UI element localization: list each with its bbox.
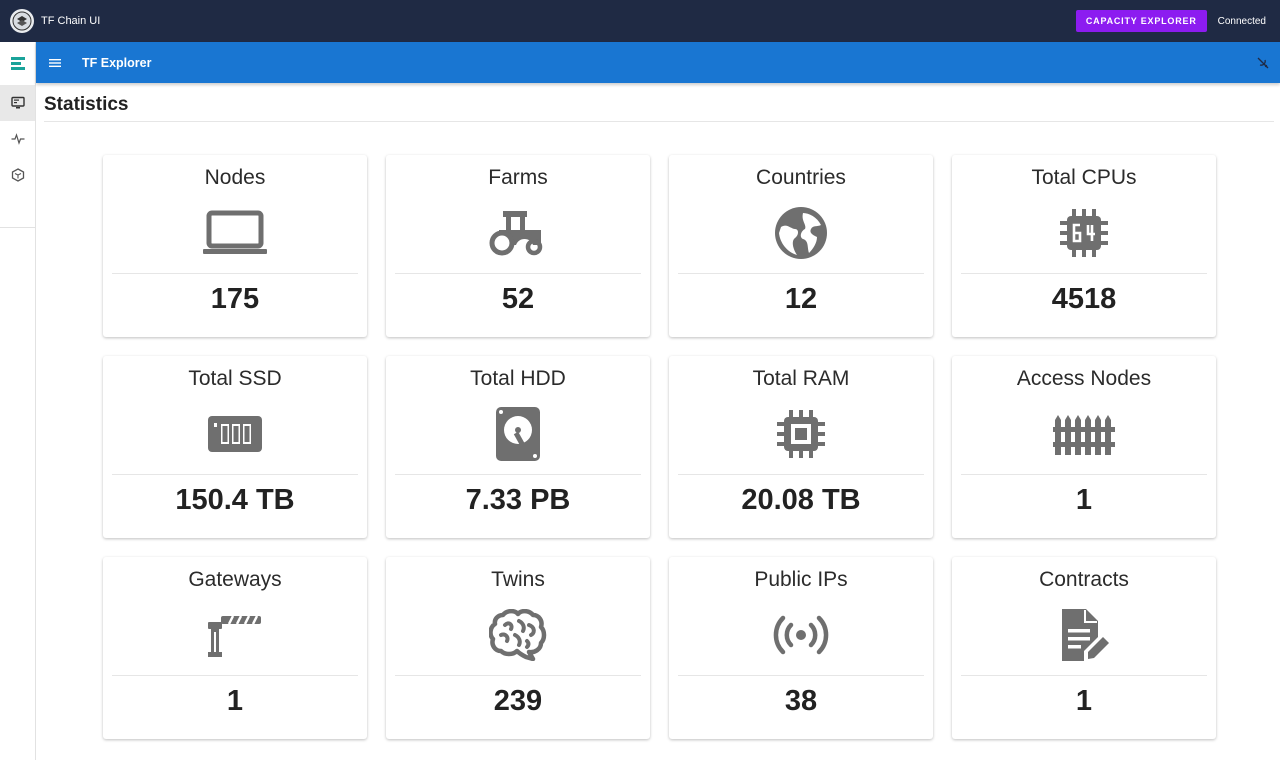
- stat-label: Twins: [491, 568, 545, 591]
- brain-icon: [386, 605, 650, 665]
- rail-divider: [0, 227, 36, 228]
- app-bar-title: TF Explorer: [82, 55, 152, 70]
- stat-card-public-ips: Public IPs 38: [669, 557, 933, 739]
- memory-chip-icon: [669, 404, 933, 464]
- stat-card-total-hdd: Total HDD 7.33 PB: [386, 356, 650, 538]
- stat-card-contracts: Contracts 1: [952, 557, 1216, 739]
- stat-card-farms: Farms 52: [386, 155, 650, 337]
- stat-card-twins: Twins 239: [386, 557, 650, 739]
- stat-value: 20.08 TB: [741, 484, 861, 516]
- stat-label: Total RAM: [752, 367, 850, 390]
- connection-status: Connected: [1217, 15, 1266, 27]
- stat-card-access-nodes: Access Nodes 1: [952, 356, 1216, 538]
- stat-value: 7.33 PB: [465, 484, 571, 516]
- tractor-icon: [386, 203, 650, 263]
- monitor-icon[interactable]: [0, 85, 35, 121]
- stat-label: Public IPs: [754, 568, 848, 591]
- app-bar: TF Explorer: [36, 42, 1280, 83]
- stat-card-total-ram: Total RAM 20.08 TB: [669, 356, 933, 538]
- file-document-edit-icon: [952, 605, 1216, 665]
- app-title: TF Chain UI: [41, 15, 101, 27]
- fence-icon: [952, 404, 1216, 464]
- stat-value: 4518: [1051, 283, 1117, 315]
- broadcast-icon: [669, 605, 933, 665]
- side-rail: [0, 42, 36, 760]
- stat-label: Countries: [756, 166, 846, 189]
- laptop-icon: [103, 203, 367, 263]
- stat-value: 150.4 TB: [175, 484, 295, 516]
- stat-value: 175: [210, 283, 260, 315]
- stat-value: 239: [493, 685, 543, 717]
- stats-grid: Nodes 175 Farms 52 Countries: [103, 155, 1216, 739]
- title-divider: [44, 121, 1274, 122]
- stat-value: 12: [784, 283, 818, 315]
- stat-label: Total CPUs: [1031, 166, 1137, 189]
- stat-label: Nodes: [204, 166, 266, 189]
- stat-label: Total SSD: [188, 367, 282, 390]
- stat-label: Total HDD: [470, 367, 566, 390]
- stat-label: Contracts: [1039, 568, 1129, 591]
- stat-card-nodes: Nodes 175: [103, 155, 367, 337]
- stat-value: 38: [784, 685, 818, 717]
- stat-value: 1: [1075, 685, 1093, 717]
- stat-value: 1: [1075, 484, 1093, 516]
- stat-label: Farms: [488, 166, 548, 189]
- stat-label: Access Nodes: [1016, 367, 1152, 390]
- stat-card-gateways: Gateways 1: [103, 557, 367, 739]
- page-title: Statistics: [44, 94, 129, 115]
- stat-value: 52: [501, 283, 535, 315]
- tf-logo-icon: [10, 9, 34, 33]
- theme-toggle-icon[interactable]: [1248, 56, 1278, 70]
- capacity-explorer-button[interactable]: CAPACITY EXPLORER: [1075, 10, 1207, 32]
- stat-label: Gateways: [188, 568, 282, 591]
- cube-icon[interactable]: [0, 157, 35, 193]
- explorer-icon[interactable]: [0, 42, 35, 83]
- boom-gate-icon: [103, 605, 367, 665]
- stat-card-total-cpus: Total CPUs 4518: [952, 155, 1216, 337]
- top-bar: TF Chain UI CAPACITY EXPLORER Connected: [0, 0, 1280, 42]
- stat-card-total-ssd: Total SSD 150.4 TB: [103, 356, 367, 538]
- stat-card-countries: Countries 12: [669, 155, 933, 337]
- globe-icon: [669, 203, 933, 263]
- ssd-icon: [103, 404, 367, 464]
- cpu-64-icon: [952, 203, 1216, 263]
- harddisk-icon: [386, 404, 650, 464]
- stat-value: 1: [226, 685, 244, 717]
- menu-icon[interactable]: [37, 42, 73, 83]
- pulse-icon[interactable]: [0, 121, 35, 157]
